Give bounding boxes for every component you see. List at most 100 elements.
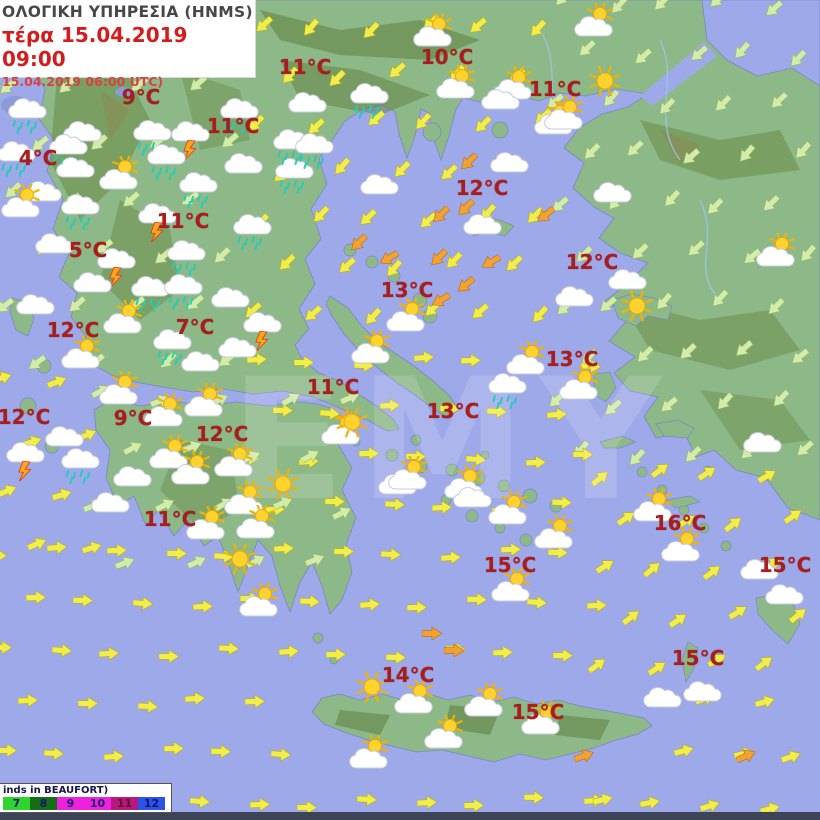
wind-arrow [696, 467, 716, 482]
wind-arrow [189, 794, 211, 809]
wind-arrow [28, 354, 47, 370]
wind-arrow [790, 49, 808, 67]
header-box: ΟΛΟΓΙΚΗ ΥΠΗΡΕΣΙΑ (HNMS) τέρα 15.04.2019 … [0, 0, 256, 89]
wind-arrow [78, 696, 99, 711]
wind-arrow [137, 699, 159, 714]
weather-icon-rain [153, 329, 192, 365]
wind-arrow [586, 598, 608, 613]
weather-icon-storm [243, 312, 282, 351]
wind-arrow [555, 0, 572, 6]
wind-arrow [339, 391, 360, 405]
wind-arrow [351, 233, 369, 251]
wind-arrow [46, 375, 67, 389]
wind-arrow [773, 389, 791, 407]
temperature-label: 11°C [528, 77, 582, 101]
weather-icon-cloud [224, 153, 263, 174]
weather-icon-cloud [481, 89, 520, 110]
wind-arrow [367, 109, 386, 126]
weather-icon-storm [171, 121, 210, 160]
wind-arrow [471, 302, 490, 319]
wind-arrow [325, 647, 347, 662]
wind-arrow [795, 140, 812, 159]
temperature-label: 11°C [206, 114, 260, 138]
wind-arrow [646, 662, 666, 677]
weather-icon-cloud [56, 157, 95, 178]
bottom-strip [0, 812, 820, 820]
weather-icon-cloud [35, 233, 74, 254]
temperature-label: 11°C [143, 507, 197, 531]
weather-icon-sun-cloud [351, 330, 390, 364]
wind-arrow [388, 61, 407, 78]
wind-arrow [379, 250, 400, 264]
temperature-label: 5°C [68, 238, 108, 262]
wind-arrow [255, 15, 274, 32]
wind-arrow [68, 295, 87, 312]
wind-arrow [272, 403, 294, 418]
wind-arrow [664, 188, 681, 207]
temperature-label: 11°C [156, 209, 210, 233]
weather-icon-sun-cloud [413, 13, 452, 47]
wind-arrow [159, 649, 180, 664]
temperature-label: 13°C [426, 399, 480, 423]
wind-arrow [282, 65, 299, 84]
wind-arrow [615, 512, 635, 527]
weather-icon-cloud [643, 687, 682, 708]
wind-arrow [0, 548, 8, 563]
temperature-label: 16°C [653, 511, 707, 535]
wind-arrow [0, 640, 13, 655]
wind-arrow [444, 643, 465, 658]
weather-icon-cloud [73, 272, 112, 293]
wind-arrow [576, 245, 594, 263]
wind-arrow [356, 792, 378, 807]
wind-arrow [324, 494, 346, 509]
weather-icon-rain [61, 194, 100, 230]
wind-arrow [81, 541, 103, 555]
wind-arrow [0, 296, 15, 313]
wind-arrow [594, 560, 615, 575]
weather-icon-sun [589, 65, 621, 97]
weather-icon-cloud [218, 337, 257, 358]
weather-icon-sun-cloud [99, 156, 138, 190]
wind-arrow [25, 590, 47, 605]
wind-arrow [431, 248, 449, 266]
wind-arrow [611, 0, 629, 14]
wind-arrow [95, 238, 114, 254]
wind-arrow [360, 208, 378, 226]
wind-arrow [334, 156, 351, 175]
wind-arrow [249, 797, 271, 812]
wind-arrow [43, 746, 65, 761]
wind-arrow [413, 350, 435, 365]
weather-icon-rain [147, 144, 186, 180]
temperature-label: 9°C [113, 406, 153, 430]
wind-arrow [475, 115, 493, 133]
lake [115, 87, 135, 97]
wind-arrow [192, 599, 214, 614]
wind-arrow [500, 542, 522, 557]
wind-arrow [735, 339, 754, 356]
temperature-label: 12°C [455, 176, 509, 200]
wind-arrow [710, 0, 728, 8]
wind-arrow [246, 352, 268, 367]
wind-arrow [213, 549, 235, 564]
wind-arrow [457, 275, 476, 292]
weather-icon-rain [350, 83, 389, 119]
weather-icon-rain [179, 172, 218, 208]
wind-arrow [433, 205, 451, 223]
temperature-label: 12°C [195, 422, 249, 446]
wind-arrow [481, 254, 502, 268]
wind-arrow [782, 509, 802, 525]
temperature-label: 13°C [380, 278, 434, 302]
wind-arrow [603, 88, 620, 107]
wind-arrow [406, 600, 428, 615]
wind-arrow [279, 253, 297, 271]
weather-icon-sun-cloud [99, 371, 138, 405]
weather-icon-storm [97, 248, 136, 287]
beaufort-scale-segment: 7 [3, 797, 30, 810]
wind-arrow [431, 500, 453, 515]
weather-icon-cloud [113, 466, 152, 487]
wind-arrow [579, 39, 597, 57]
wind-arrow [103, 749, 125, 764]
temperature-label: 13°C [545, 347, 599, 371]
wind-arrow [492, 645, 514, 660]
